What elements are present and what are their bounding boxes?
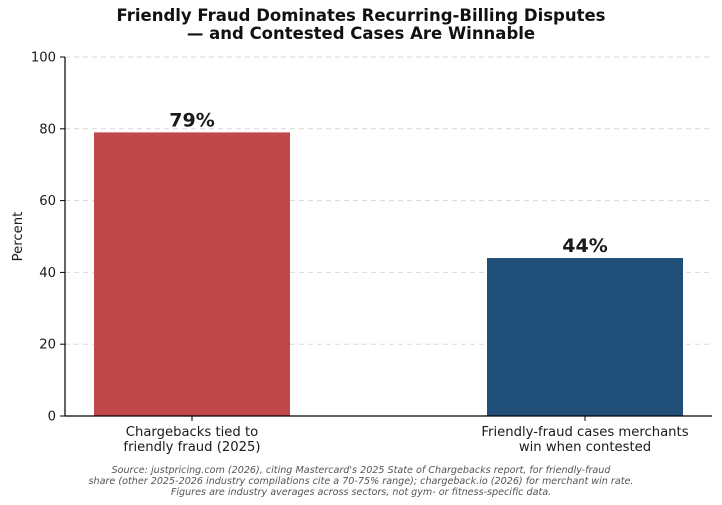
category-label-1-line-1: Chargebacks tied to — [126, 425, 258, 440]
y-tick-label-40: 40 — [39, 266, 56, 281]
y-axis-label: Percent — [11, 212, 26, 262]
y-tick-label-20: 20 — [39, 338, 56, 353]
chart-title-line-2: — and Contested Cases Are Winnable — [186, 24, 536, 43]
category-label-2-line-1: Friendly-fraud cases merchants — [481, 425, 688, 440]
y-tick-label-80: 80 — [39, 122, 56, 137]
category-label-1-line-2: friendly fraud (2025) — [123, 440, 260, 455]
y-tick-label-0: 0 — [48, 410, 56, 425]
source-note-line-3: Figures are industry averages across sec… — [170, 487, 552, 498]
y-tick-label-100: 100 — [31, 51, 56, 66]
data-label-1: 79% — [169, 109, 214, 131]
data-label-2: 44% — [562, 235, 607, 257]
y-tick-label-60: 60 — [39, 194, 56, 209]
bar-1 — [94, 132, 290, 416]
bars — [94, 132, 683, 416]
source-note-line-2: share (other 2025-2026 industry compilat… — [88, 476, 634, 487]
chart-title-line-1: Friendly Fraud Dominates Recurring-Billi… — [116, 6, 606, 25]
bar-2 — [487, 258, 683, 416]
source-note-line-1: Source: justpricing.com (2026), citing M… — [111, 465, 611, 476]
category-label-2-line-2: win when contested — [519, 440, 651, 455]
axes — [60, 56, 712, 421]
